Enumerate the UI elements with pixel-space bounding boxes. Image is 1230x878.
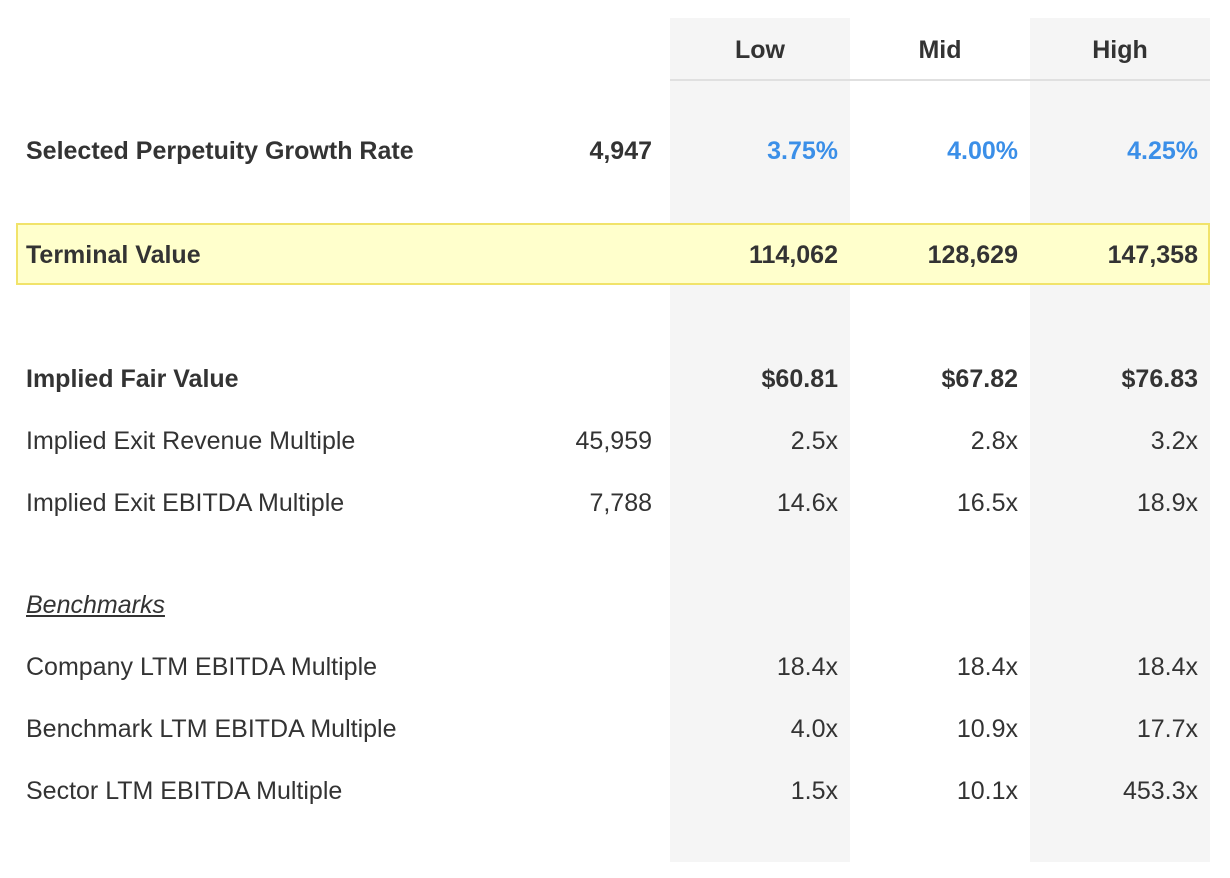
sector-ltm-label: Sector LTM EBITDA Multiple [26, 777, 343, 805]
column-header-low: Low [735, 36, 785, 64]
exit-ebitda-mid: 16.5x [956, 489, 1018, 517]
growth-rate-row: Selected Perpetuity Growth Rate 4,947 3.… [0, 131, 1230, 171]
growth-rate-mid[interactable]: 4.00% [947, 137, 1018, 165]
sector-ltm-mid: 10.1x [956, 777, 1018, 805]
exit-revenue-row: Implied Exit Revenue Multiple 45,959 2.5… [0, 421, 1230, 461]
terminal-value-row: Terminal Value 114,062 128,629 147,358 [0, 235, 1230, 275]
terminal-value-label: Terminal Value [26, 241, 201, 269]
exit-ebitda-base: 7,788 [589, 489, 652, 517]
benchmarks-heading-row: Benchmarks [0, 585, 1230, 625]
terminal-value-high: 147,358 [1107, 241, 1198, 269]
benchmark-ltm-label: Benchmark LTM EBITDA Multiple [26, 715, 397, 743]
benchmark-ltm-high: 17.7x [1136, 715, 1198, 743]
exit-ebitda-high: 18.9x [1136, 489, 1198, 517]
exit-ebitda-row: Implied Exit EBITDA Multiple 7,788 14.6x… [0, 483, 1230, 523]
growth-rate-base: 4,947 [589, 137, 652, 165]
low-column-shade [670, 18, 850, 862]
high-column-shade [1030, 18, 1210, 862]
terminal-value-low: 114,062 [749, 241, 838, 269]
growth-rate-label: Selected Perpetuity Growth Rate [26, 137, 414, 165]
fair-value-row: Implied Fair Value $60.81 $67.82 $76.83 [0, 359, 1230, 399]
header-divider [670, 79, 1210, 81]
terminal-value-highlight [16, 223, 1210, 285]
exit-ebitda-low: 14.6x [776, 489, 838, 517]
company-ltm-high: 18.4x [1136, 653, 1198, 681]
benchmark-ltm-row: Benchmark LTM EBITDA Multiple 4.0x 10.9x… [0, 709, 1230, 749]
exit-revenue-label: Implied Exit Revenue Multiple [26, 427, 356, 455]
company-ltm-label: Company LTM EBITDA Multiple [26, 653, 378, 681]
terminal-value-mid: 128,629 [927, 241, 1018, 269]
company-ltm-mid: 18.4x [956, 653, 1018, 681]
fair-value-label: Implied Fair Value [26, 365, 239, 393]
fair-value-low: $60.81 [761, 365, 838, 393]
fair-value-high: $76.83 [1121, 365, 1198, 393]
sector-ltm-high: 453.3x [1122, 777, 1198, 805]
benchmark-ltm-low: 4.0x [790, 715, 838, 743]
exit-revenue-high: 3.2x [1150, 427, 1198, 455]
growth-rate-low[interactable]: 3.75% [767, 137, 838, 165]
company-ltm-row: Company LTM EBITDA Multiple 18.4x 18.4x … [0, 647, 1230, 687]
column-header-high: High [1092, 36, 1148, 64]
growth-rate-high[interactable]: 4.25% [1127, 137, 1198, 165]
exit-revenue-low: 2.5x [790, 427, 838, 455]
fair-value-mid: $67.82 [941, 365, 1018, 393]
exit-revenue-mid: 2.8x [970, 427, 1018, 455]
benchmark-ltm-mid: 10.9x [956, 715, 1018, 743]
sector-ltm-low: 1.5x [790, 777, 838, 805]
sector-ltm-row: Sector LTM EBITDA Multiple 1.5x 10.1x 45… [0, 771, 1230, 811]
column-header-mid: Mid [918, 36, 962, 64]
exit-revenue-base: 45,959 [575, 427, 652, 455]
exit-ebitda-label: Implied Exit EBITDA Multiple [26, 489, 345, 517]
company-ltm-low: 18.4x [776, 653, 838, 681]
benchmarks-heading: Benchmarks [26, 591, 165, 619]
